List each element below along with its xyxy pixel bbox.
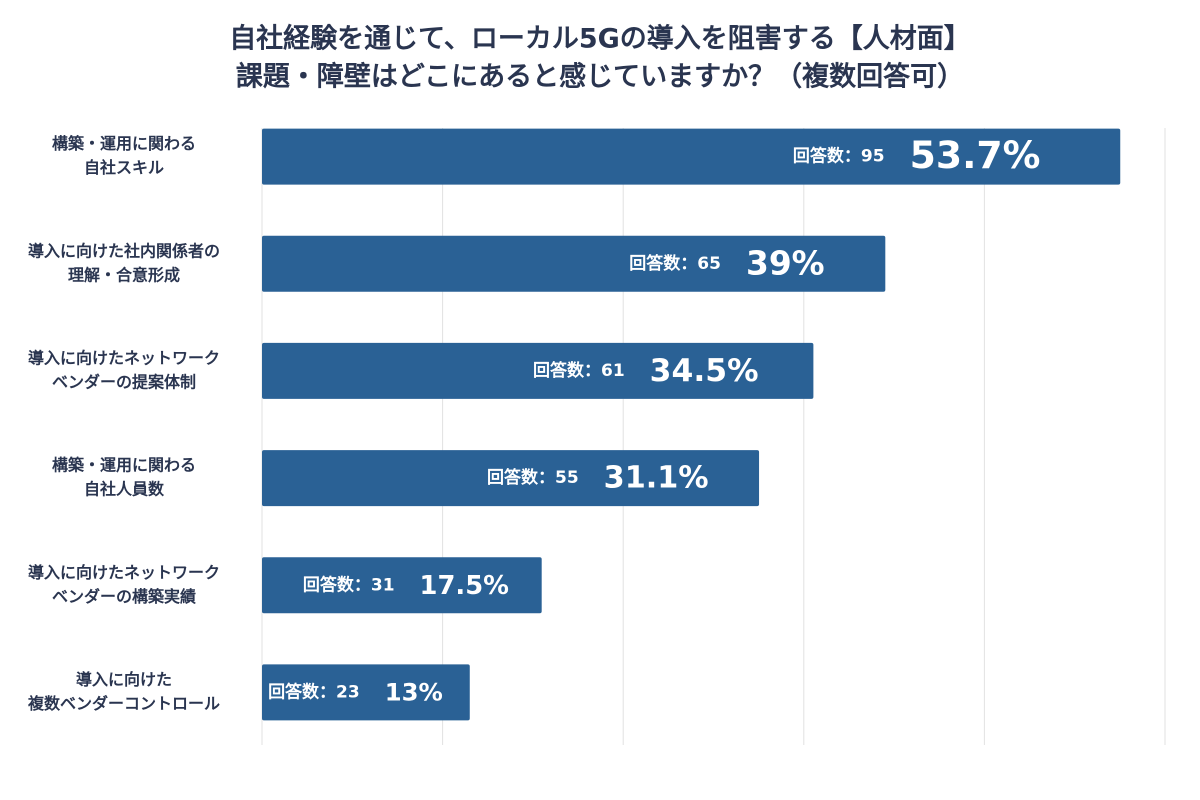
value-label: 39%: [746, 243, 825, 282]
bar: [262, 342, 814, 399]
value-label: 13%: [385, 677, 443, 706]
count-label: 回答数：55: [487, 467, 579, 488]
y-tick-label: 自社スキル: [84, 158, 164, 177]
bar: [262, 235, 886, 292]
count-label: 回答数：95: [793, 146, 885, 167]
y-tick-label: 構築・運用に関わる: [52, 456, 196, 475]
y-tick-label: 導入に向けた社内関係者の: [28, 241, 220, 260]
value-label: 53.7%: [910, 133, 1041, 177]
y-tick-label: 理解・合意形成: [68, 265, 180, 284]
count-label: 回答数：31: [303, 574, 395, 595]
chart-title: 自社経験を通じて、ローカル5Gの導入を阻害する【人材面】: [229, 23, 971, 55]
y-tick-label: 導入に向けた: [76, 670, 172, 689]
y-tick-label: ベンダーの構築実績: [52, 587, 196, 606]
y-tick-label: 導入に向けたネットワーク: [28, 563, 220, 582]
bar: [262, 557, 542, 614]
bar: [262, 664, 470, 721]
count-label: 回答数：23: [268, 681, 360, 702]
value-label: 34.5%: [650, 353, 759, 389]
bar: [262, 450, 760, 507]
value-label: 31.1%: [604, 461, 709, 496]
y-tick-label: 導入に向けたネットワーク: [28, 348, 220, 367]
y-tick-label: 複数ベンダーコントロール: [27, 694, 220, 713]
count-label: 回答数：61: [533, 360, 625, 381]
y-tick-label: 自社人員数: [84, 480, 165, 499]
y-tick-label: ベンダーの提案体制: [52, 372, 196, 391]
count-label: 回答数：65: [629, 253, 721, 274]
bar: [262, 128, 1121, 185]
value-label: 17.5%: [420, 571, 509, 601]
chart-title: 課題・障壁はどこにあると感じていますか？（複数回答可）: [236, 61, 964, 93]
y-tick-label: 構築・運用に関わる: [52, 134, 196, 153]
